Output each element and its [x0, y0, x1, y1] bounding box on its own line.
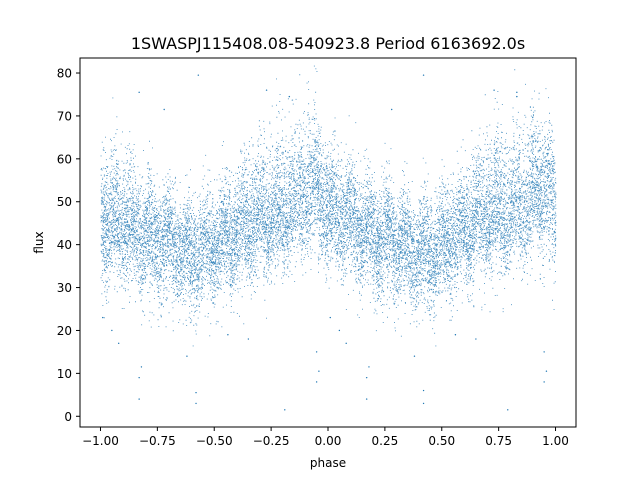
y-tick-label: 60 — [57, 152, 72, 166]
y-tick-label: 50 — [57, 195, 72, 209]
outlier-point — [475, 338, 477, 340]
outlier-point — [516, 91, 518, 94]
y-axis-ticks: 0 10 20 30 40 50 60 70 80 — [57, 67, 80, 424]
outlier-point — [197, 74, 200, 76]
outlier-point — [102, 316, 104, 319]
x-tick-label: −1.00 — [82, 434, 119, 448]
outlier-point — [140, 366, 143, 368]
outlier-point — [265, 89, 268, 91]
outlier-point — [493, 89, 495, 91]
outlier-point — [195, 391, 197, 394]
x-tick-label: 0.50 — [428, 434, 455, 448]
x-tick-label: −0.50 — [196, 434, 233, 448]
outlier-points — [102, 74, 548, 411]
outlier-point — [186, 355, 188, 357]
outlier-point — [365, 398, 368, 400]
outlier-point — [365, 376, 368, 379]
outlier-point — [422, 402, 425, 405]
outlier-point — [117, 342, 120, 345]
outlier-point — [315, 381, 318, 383]
outlier-point — [138, 376, 140, 379]
outlier-point — [247, 338, 250, 340]
outlier-point — [315, 351, 318, 353]
outlier-point — [368, 366, 370, 368]
x-tick-label: 0.75 — [485, 434, 512, 448]
x-tick-label: 0.25 — [372, 434, 399, 448]
outlier-point — [138, 398, 140, 400]
y-tick-label: 10 — [57, 367, 72, 381]
outlier-point — [454, 334, 457, 336]
outlier-point — [284, 409, 286, 411]
outlier-point — [138, 91, 140, 94]
y-tick-label: 20 — [57, 324, 72, 338]
x-axis-label: phase — [310, 456, 346, 470]
outlier-point — [391, 108, 393, 111]
outlier-point — [195, 402, 197, 405]
outlier-point — [543, 351, 545, 353]
y-tick-label: 70 — [57, 109, 72, 123]
chart-title: 1SWASPJ115408.08-540923.8 Period 6163692… — [131, 34, 525, 53]
x-tick-label: −0.75 — [139, 434, 176, 448]
outlier-point — [318, 370, 320, 372]
y-tick-label: 40 — [57, 238, 72, 252]
x-tick-label: 1.00 — [542, 434, 569, 448]
outlier-point — [413, 355, 416, 357]
outlier-point — [329, 316, 331, 319]
outlier-point — [507, 409, 509, 411]
x-tick-label: 0.00 — [315, 434, 342, 448]
outlier-point — [227, 334, 229, 336]
y-axis-label: flux — [32, 231, 46, 253]
outlier-point — [516, 95, 518, 98]
y-tick-label: 0 — [64, 410, 72, 424]
x-axis-ticks: −1.00 −0.75 −0.50 −0.25 0.00 0.25 0.50 0.75 1.00 — [82, 427, 569, 448]
y-tick-label: 30 — [57, 281, 72, 295]
outlier-point — [163, 108, 165, 111]
outlier-point — [543, 381, 545, 383]
outlier-point — [545, 370, 548, 372]
outlier-point — [338, 329, 341, 332]
outlier-point — [422, 389, 425, 392]
outlier-point — [422, 74, 425, 76]
y-tick-label: 80 — [57, 67, 72, 81]
outlier-point — [288, 95, 291, 98]
x-tick-label: −0.25 — [253, 434, 290, 448]
outlier-point — [111, 329, 113, 332]
outlier-point — [345, 342, 347, 345]
